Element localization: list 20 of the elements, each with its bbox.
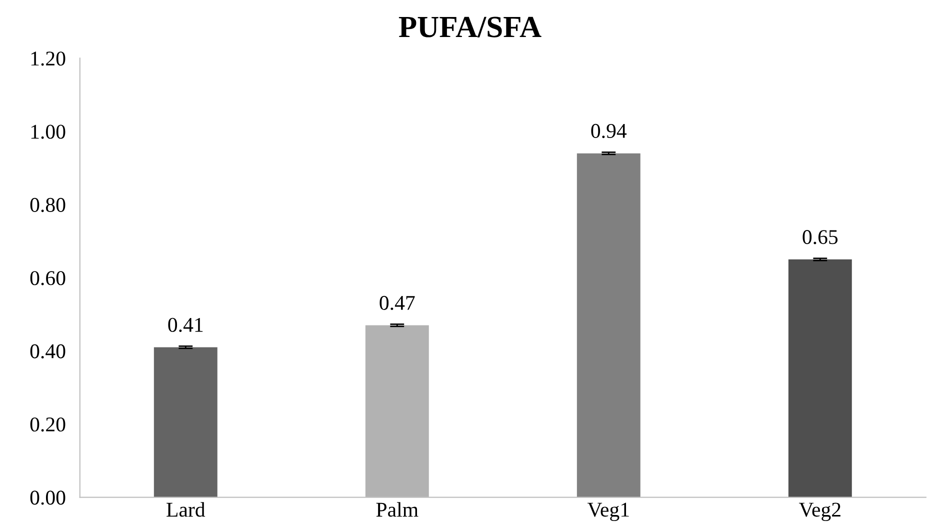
- y-tick-label: 0.60: [30, 271, 66, 286]
- data-label: 0.41: [168, 318, 203, 332]
- bar: [365, 325, 429, 498]
- y-tick-label: 0.40: [30, 344, 66, 358]
- bar: [576, 153, 640, 498]
- data-label: 0.47: [380, 296, 415, 310]
- bar: [788, 259, 852, 498]
- data-label: 0.65: [802, 230, 838, 244]
- data-label: 0.94: [591, 124, 627, 138]
- y-tick-label: 0.00: [30, 490, 66, 505]
- y-tick-label: 0.20: [30, 417, 66, 432]
- y-tick-label: 1.00: [31, 124, 66, 139]
- y-tick-label: 0.80: [30, 198, 66, 212]
- x-tick-label: Veg2: [798, 502, 840, 522]
- y-tick-label: 1.20: [31, 52, 66, 66]
- chart-title: PUFA/SFA: [398, 16, 542, 38]
- x-tick-label: Lard: [166, 502, 206, 517]
- x-tick-label: Palm: [376, 502, 418, 517]
- bar: [154, 347, 218, 498]
- x-tick-label: Veg1: [587, 502, 629, 522]
